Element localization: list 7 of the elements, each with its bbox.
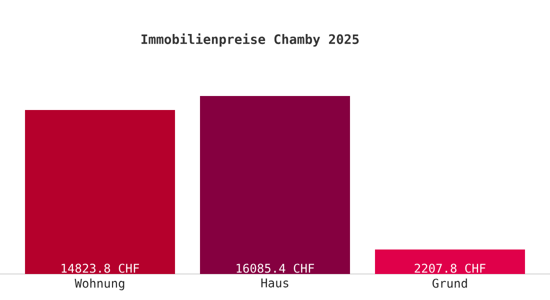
chart-title: Immobilienpreise Chamby 2025 <box>142 33 359 47</box>
data-label: 16085.4 CHF <box>236 264 314 273</box>
x-tick-label: Haus <box>261 278 288 288</box>
data-label: 2207.8 CHF <box>414 264 486 273</box>
x-tick-label: Grund <box>432 278 467 288</box>
data-label: 14823.8 CHF <box>62 264 140 273</box>
x-tick-label: Wohnung <box>74 278 124 290</box>
